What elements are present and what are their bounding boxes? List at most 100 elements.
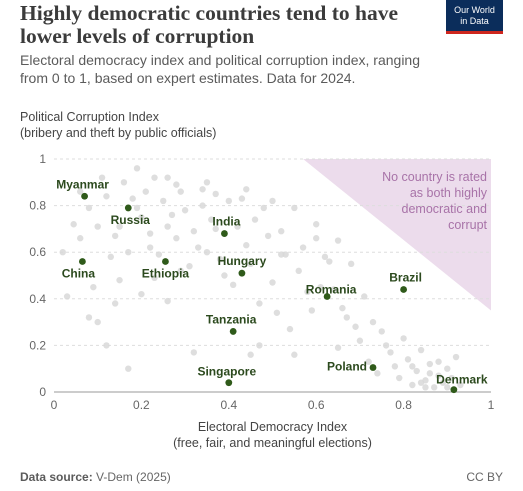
country-point[interactable]: [457, 381, 464, 389]
highlighted-point[interactable]: [400, 286, 407, 293]
country-point[interactable]: [313, 235, 320, 242]
country-point[interactable]: [413, 367, 420, 375]
highlighted-point[interactable]: [79, 258, 86, 265]
country-point[interactable]: [404, 356, 412, 363]
country-point[interactable]: [352, 323, 359, 330]
country-point[interactable]: [164, 223, 171, 230]
country-point[interactable]: [133, 204, 141, 212]
country-point[interactable]: [229, 281, 237, 289]
country-point[interactable]: [308, 307, 316, 314]
country-point[interactable]: [103, 193, 110, 200]
country-point[interactable]: [199, 202, 206, 209]
country-point[interactable]: [291, 351, 298, 358]
country-point[interactable]: [247, 351, 254, 358]
country-label[interactable]: Romania: [306, 282, 357, 296]
country-point[interactable]: [251, 216, 259, 223]
highlighted-point[interactable]: [124, 204, 132, 212]
country-point[interactable]: [343, 314, 350, 321]
country-label[interactable]: Hungary: [218, 254, 267, 268]
country-point[interactable]: [269, 197, 276, 205]
country-point[interactable]: [59, 249, 66, 256]
country-point[interactable]: [190, 349, 198, 356]
country-point[interactable]: [203, 179, 211, 186]
country-point[interactable]: [330, 286, 337, 293]
country-point[interactable]: [177, 267, 184, 275]
country-point[interactable]: [190, 228, 198, 235]
country-point[interactable]: [247, 260, 254, 268]
country-point[interactable]: [273, 309, 281, 316]
license-link[interactable]: CC BY: [466, 470, 503, 484]
country-point[interactable]: [430, 384, 438, 391]
highlighted-point[interactable]: [162, 258, 169, 265]
country-point[interactable]: [347, 260, 355, 268]
country-point[interactable]: [243, 242, 250, 249]
country-point[interactable]: [382, 342, 390, 349]
country-label[interactable]: Poland: [327, 360, 367, 374]
country-point[interactable]: [269, 279, 276, 286]
country-point[interactable]: [417, 379, 425, 386]
owid-logo[interactable]: Our World in Data: [446, 0, 503, 34]
country-point[interactable]: [203, 249, 211, 256]
country-point[interactable]: [369, 318, 377, 326]
country-point[interactable]: [216, 255, 224, 263]
highlighted-point[interactable]: [221, 230, 228, 237]
country-point[interactable]: [142, 188, 149, 195]
country-point[interactable]: [452, 353, 460, 361]
country-point[interactable]: [90, 283, 97, 291]
country-point[interactable]: [155, 251, 163, 258]
country-point[interactable]: [77, 188, 84, 195]
country-point[interactable]: [133, 165, 141, 172]
country-point[interactable]: [317, 283, 324, 291]
country-point[interactable]: [439, 379, 447, 386]
country-label[interactable]: India: [212, 215, 240, 229]
country-point[interactable]: [138, 290, 145, 298]
country-point[interactable]: [391, 363, 399, 370]
country-point[interactable]: [409, 363, 416, 370]
country-point[interactable]: [278, 228, 285, 235]
country-label[interactable]: Ethiopia: [142, 267, 190, 281]
country-point[interactable]: [107, 253, 115, 261]
country-point[interactable]: [160, 197, 167, 205]
country-point[interactable]: [146, 244, 154, 251]
highlighted-point[interactable]: [238, 269, 246, 277]
country-point[interactable]: [125, 249, 132, 256]
country-point[interactable]: [365, 358, 372, 365]
country-point[interactable]: [151, 274, 158, 282]
country-point[interactable]: [286, 325, 294, 333]
country-point[interactable]: [151, 174, 158, 181]
country-point[interactable]: [339, 304, 346, 312]
country-point[interactable]: [111, 232, 119, 240]
country-point[interactable]: [234, 223, 241, 230]
country-label[interactable]: Russia: [111, 213, 151, 227]
country-label[interactable]: Tanzania: [206, 312, 257, 326]
highlighted-point[interactable]: [225, 379, 233, 387]
country-point[interactable]: [225, 197, 232, 205]
country-point[interactable]: [85, 204, 93, 212]
country-point[interactable]: [120, 179, 128, 186]
highlighted-point[interactable]: [229, 328, 237, 335]
country-point[interactable]: [208, 216, 215, 223]
highlighted-point[interactable]: [369, 364, 377, 371]
country-point[interactable]: [94, 223, 101, 230]
country-point[interactable]: [313, 221, 320, 228]
country-point[interactable]: [146, 230, 154, 237]
country-label[interactable]: Myanmar: [56, 177, 109, 191]
country-point[interactable]: [295, 267, 302, 275]
highlighted-point[interactable]: [323, 293, 331, 300]
country-point[interactable]: [243, 186, 250, 193]
country-point[interactable]: [138, 214, 145, 221]
country-point[interactable]: [238, 195, 246, 202]
country-point[interactable]: [260, 204, 267, 212]
country-point[interactable]: [116, 223, 123, 230]
country-point[interactable]: [334, 344, 342, 351]
country-point[interactable]: [334, 237, 342, 244]
country-point[interactable]: [278, 251, 285, 258]
country-point[interactable]: [264, 232, 272, 240]
highlighted-point[interactable]: [81, 192, 88, 200]
country-point[interactable]: [409, 381, 416, 389]
country-point[interactable]: [181, 207, 189, 214]
country-point[interactable]: [291, 204, 298, 212]
country-point[interactable]: [125, 365, 132, 372]
country-point[interactable]: [111, 300, 119, 307]
country-point[interactable]: [199, 186, 206, 193]
